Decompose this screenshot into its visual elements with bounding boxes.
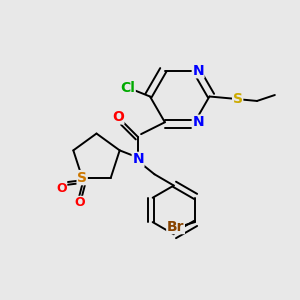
- Text: O: O: [112, 110, 124, 124]
- Text: S: S: [233, 92, 243, 106]
- Text: O: O: [56, 182, 67, 194]
- Text: N: N: [192, 115, 204, 129]
- Text: N: N: [192, 64, 204, 78]
- Text: Br: Br: [167, 220, 184, 234]
- Text: S: S: [77, 171, 87, 184]
- Text: Cl: Cl: [120, 81, 135, 94]
- Text: N: N: [132, 152, 144, 167]
- Text: O: O: [74, 196, 85, 209]
